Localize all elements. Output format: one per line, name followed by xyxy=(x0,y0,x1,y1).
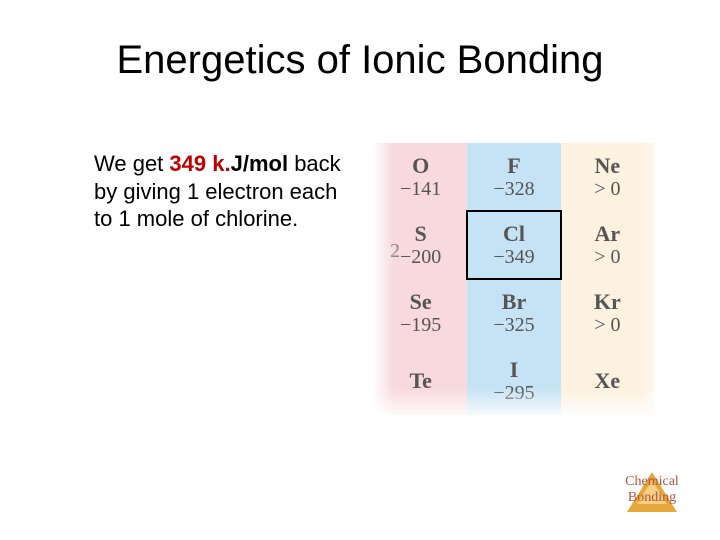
element-cell: Ar> 0 xyxy=(561,211,654,279)
element-symbol: Kr xyxy=(561,290,654,314)
element-value: > 0 xyxy=(561,314,654,336)
element-value: > 0 xyxy=(561,178,654,200)
element-cell: Cl−349 xyxy=(467,211,560,279)
footer-logo: Chemical Bonding xyxy=(612,472,692,512)
body-pre: We get xyxy=(94,151,169,176)
element-cell: I−295 xyxy=(467,347,560,415)
element-symbol: Te xyxy=(374,369,467,393)
element-cell: O−141 xyxy=(374,143,467,211)
element-cell: F−328 xyxy=(467,143,560,211)
element-value: −141 xyxy=(374,178,467,200)
slide-title: Energetics of Ionic Bonding xyxy=(0,38,720,83)
footer-label: Chemical Bonding xyxy=(612,474,692,506)
element-symbol: F xyxy=(467,154,560,178)
element-cell: Se−195 xyxy=(374,279,467,347)
table-row: Se−195Br−325Kr> 0 xyxy=(374,279,654,347)
element-symbol: I xyxy=(467,358,560,382)
element-cell: Xe xyxy=(561,347,654,415)
body-text: We get 349 k.J/mol back by giving 1 elec… xyxy=(94,150,354,233)
element-symbol: Se xyxy=(374,290,467,314)
element-cell: Br−325 xyxy=(467,279,560,347)
body-highlight: 349 k xyxy=(169,151,224,176)
element-value: −295 xyxy=(467,382,560,404)
table-row: TeI−295Xe xyxy=(374,347,654,415)
body-postbold: J/mol xyxy=(231,151,288,176)
partial-left-value: 2 xyxy=(380,240,400,263)
ea-table-body: O−141F−328Ne> 0S−200Cl−349Ar> 0Se−195Br−… xyxy=(374,143,654,415)
footer-line2: Bonding xyxy=(628,490,676,505)
element-cell: Ne> 0 xyxy=(561,143,654,211)
element-value: −349 xyxy=(467,246,560,268)
element-symbol: Ar xyxy=(561,222,654,246)
element-symbol: Cl xyxy=(467,222,560,246)
element-cell: Te xyxy=(374,347,467,415)
element-symbol: Ne xyxy=(561,154,654,178)
element-value: > 0 xyxy=(561,246,654,268)
element-symbol: O xyxy=(374,154,467,178)
periodic-table-excerpt: O−141F−328Ne> 0S−200Cl−349Ar> 0Se−195Br−… xyxy=(374,143,654,415)
ea-table: O−141F−328Ne> 0S−200Cl−349Ar> 0Se−195Br−… xyxy=(374,143,654,415)
table-row: S−200Cl−349Ar> 0 xyxy=(374,211,654,279)
element-cell: Kr> 0 xyxy=(561,279,654,347)
table-row: O−141F−328Ne> 0 xyxy=(374,143,654,211)
element-symbol: Br xyxy=(467,290,560,314)
element-symbol: Xe xyxy=(561,369,654,393)
footer-line1: Chemical xyxy=(625,474,679,489)
element-value: −325 xyxy=(467,314,560,336)
element-value: −328 xyxy=(467,178,560,200)
element-value: −195 xyxy=(374,314,467,336)
